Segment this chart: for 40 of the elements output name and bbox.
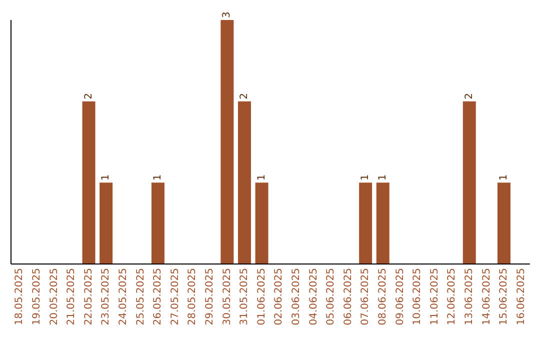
x-tick-label: 18.05.2025 [14, 268, 26, 326]
x-tick-label: 07.06.2025 [360, 268, 372, 326]
x-tick-label: 30.05.2025 [222, 268, 233, 326]
x-tick-label: 09.06.2025 [394, 268, 406, 326]
x-tick-label: 28.05.2025 [187, 268, 198, 326]
data-label: 1 [360, 174, 372, 181]
x-tick-label: 19.05.2025 [31, 268, 42, 326]
x-tick-label: 10.06.2025 [412, 268, 424, 326]
data-label: 1 [152, 174, 164, 181]
data-label: 2 [238, 92, 250, 100]
x-tick-label: 26.05.2025 [152, 268, 164, 326]
x-tick-label: 11.06.2025 [429, 268, 440, 326]
x-tick-label: 12.06.2025 [446, 268, 458, 326]
x-tick-label: 20.05.2025 [48, 268, 60, 326]
x-tick-label: 25.05.2025 [135, 268, 146, 326]
x-tick-label: 31.05.2025 [239, 268, 250, 326]
x-tick-label: 29.05.2025 [204, 268, 216, 326]
x-tick-label: 24.05.2025 [118, 268, 129, 326]
x-tick-label: 03.06.2025 [290, 268, 302, 326]
x-tick-label: 08.06.2025 [377, 268, 388, 326]
data-label: 1 [377, 174, 388, 181]
x-tick-label: 21.05.2025 [66, 268, 78, 326]
x-tick-label: 14.06.2025 [481, 268, 492, 326]
x-tick-label: 02.06.2025 [274, 268, 285, 326]
x-tick-label: 16.06.2025 [516, 268, 527, 326]
data-label: 1 [256, 174, 268, 181]
x-tick-label: 15.06.2025 [498, 268, 510, 326]
data-label: 2 [83, 92, 94, 100]
x-tick-label: 06.06.2025 [342, 268, 354, 326]
x-tick-label: 05.06.2025 [326, 268, 337, 326]
data-label: 1 [100, 174, 112, 181]
x-tick-label: 22.05.2025 [83, 268, 94, 326]
data-label: 1 [498, 174, 510, 181]
x-tick-label: 04.06.2025 [308, 268, 320, 326]
data-label: 3 [222, 12, 233, 18]
x-tick-label: 23.05.2025 [100, 268, 112, 326]
x-tick-label: 13.06.2025 [464, 268, 475, 326]
data-label: 2 [464, 92, 475, 100]
x-tick-label: 01.06.2025 [256, 268, 268, 326]
x-tick-label: 27.05.2025 [170, 268, 181, 326]
